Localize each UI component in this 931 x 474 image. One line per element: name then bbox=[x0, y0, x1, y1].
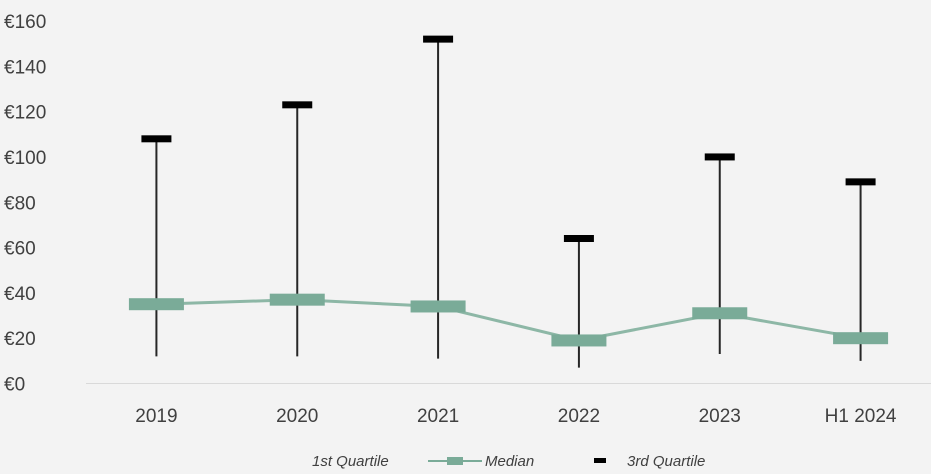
y-tick-label: €20 bbox=[4, 329, 36, 350]
q3-marker bbox=[563, 235, 594, 242]
x-tick-label: 2023 bbox=[699, 406, 741, 427]
legend-label-q1: 1st Quartile bbox=[312, 453, 389, 470]
median-marker bbox=[410, 300, 466, 313]
x-tick-label: 2020 bbox=[276, 406, 318, 427]
y-tick-label: €140 bbox=[4, 57, 46, 78]
x-tick-label: H1 2024 bbox=[825, 406, 897, 427]
legend: 1st Quartile Median 3rd Quartile bbox=[312, 453, 705, 470]
legend-label-median: Median bbox=[485, 453, 534, 470]
legend-q3-marker bbox=[594, 458, 606, 463]
y-tick-label: €80 bbox=[4, 193, 36, 214]
q3-marker bbox=[141, 135, 172, 143]
y-tick-label: €100 bbox=[4, 148, 46, 169]
x-tick-label: 2022 bbox=[558, 406, 600, 427]
q3-marker bbox=[845, 178, 876, 186]
y-tick-label: €40 bbox=[4, 284, 36, 305]
y-tick-label: €60 bbox=[4, 239, 36, 260]
x-tick-label: 2021 bbox=[417, 406, 459, 427]
q3-marker bbox=[704, 153, 735, 161]
median-marker bbox=[692, 307, 748, 320]
y-tick-label: €0 bbox=[4, 375, 25, 396]
legend-label-q3: 3rd Quartile bbox=[627, 453, 705, 470]
median-marker bbox=[551, 334, 607, 347]
x-tick-label: 2019 bbox=[135, 406, 177, 427]
y-tick-label: €160 bbox=[4, 12, 46, 33]
median-line bbox=[156, 298, 861, 342]
q3-marker bbox=[423, 35, 454, 43]
third-quartile-markers bbox=[141, 35, 876, 242]
y-axis-ticks: €0 €20 €40 €60 €80 €100 €120 €140 €160 bbox=[4, 12, 46, 396]
median-markers bbox=[128, 293, 889, 347]
y-tick-label: €120 bbox=[4, 103, 46, 124]
median-marker bbox=[269, 293, 325, 306]
median-marker bbox=[128, 298, 184, 311]
median-marker bbox=[833, 332, 889, 345]
legend-median-marker bbox=[447, 457, 463, 465]
q3-marker bbox=[282, 101, 313, 109]
x-axis-ticks: 2019 2020 2021 2022 2023 H1 2024 bbox=[135, 406, 897, 427]
